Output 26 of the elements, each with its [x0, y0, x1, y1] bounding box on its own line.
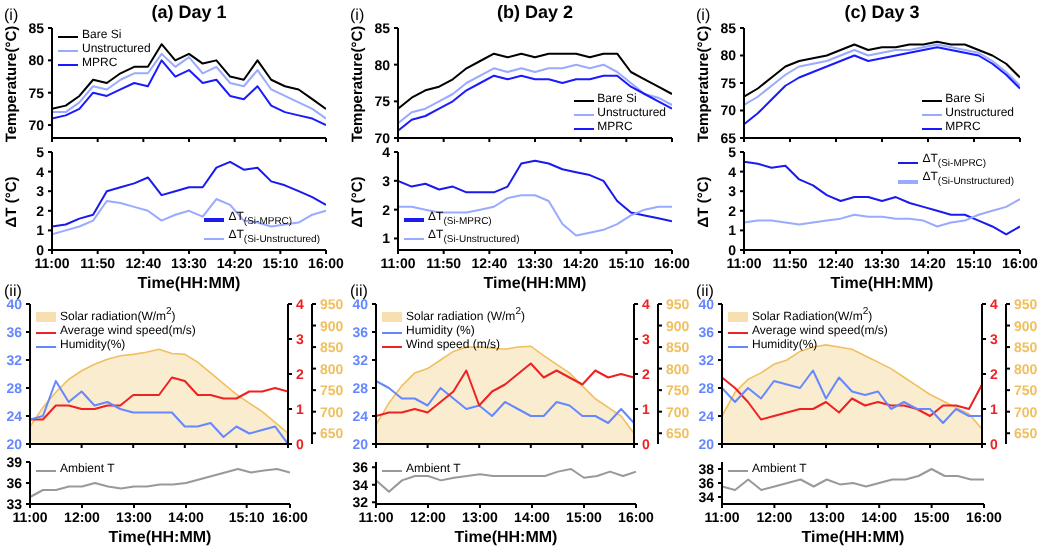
x-axis-title: Time(HH:MM) [799, 528, 907, 548]
line-series [376, 362, 634, 417]
text: (ii) [696, 282, 714, 300]
line-series [398, 74, 672, 132]
text: (ii) [4, 282, 22, 300]
text: (ii) [350, 282, 368, 300]
line-series [398, 194, 672, 237]
x-axis-title: Time(HH:MM) [135, 274, 243, 294]
x-axis-title: Time(HH:MM) [106, 528, 214, 548]
x-axis-title: Time(HH:MM) [452, 528, 560, 548]
line-series [744, 198, 1020, 228]
line-series [376, 380, 634, 424]
x-axis-title: Time(HH:MM) [481, 274, 589, 294]
x-axis-title: Time(HH:MM) [828, 274, 936, 294]
line-series [398, 63, 672, 125]
line-series [744, 160, 1020, 236]
line-series [30, 376, 288, 421]
chart-title: (b) Day 2 [494, 2, 575, 22]
line-series [52, 160, 326, 228]
line-series [52, 198, 326, 236]
chart-title: (c) Day 3 [842, 2, 922, 22]
line-series [398, 159, 672, 223]
text: (i) [4, 6, 19, 24]
text: (i) [696, 6, 711, 24]
chart-title: (a) Day 1 [149, 2, 229, 22]
text: (i) [350, 6, 365, 24]
